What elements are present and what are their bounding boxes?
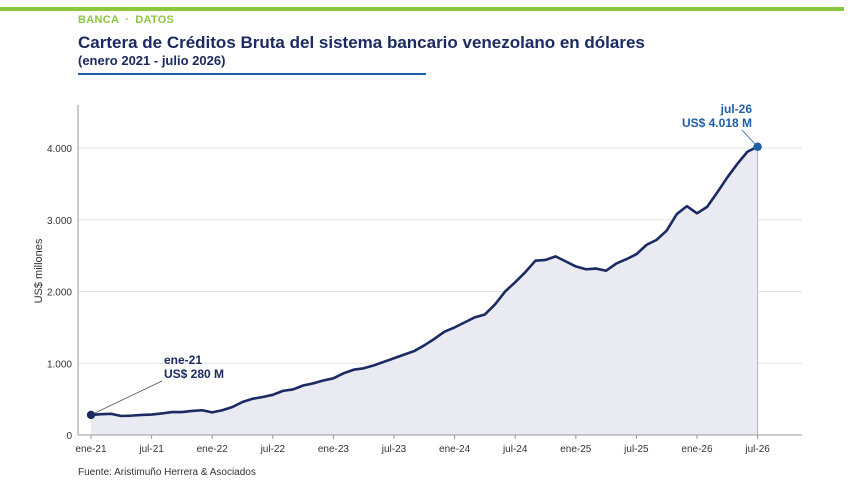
kicker-datos: DATOS bbox=[135, 14, 175, 26]
top-accent-rule bbox=[0, 7, 844, 11]
x-tick-label: jul-23 bbox=[381, 444, 407, 455]
end-point-marker bbox=[753, 142, 762, 151]
x-tick-labels: ene-21 jul-21 ene-22 jul-22 ene-23 jul-23 ene-… bbox=[75, 444, 770, 455]
y-axis-label: US$ millones bbox=[33, 238, 45, 303]
x-tick-label: ene-21 bbox=[75, 444, 107, 455]
kicker-separator: · bbox=[125, 14, 130, 26]
y-tick-label: 2.000 bbox=[47, 288, 72, 299]
x-tick-label: ene-26 bbox=[681, 444, 713, 455]
y-tick-labels: 0 1.000 2.000 3.000 4.000 bbox=[47, 144, 72, 442]
y-tick-label: 1.000 bbox=[47, 359, 72, 370]
x-tick-label: ene-25 bbox=[560, 444, 592, 455]
kicker-banca: BANCA bbox=[78, 14, 120, 26]
x-tick-label: jul-24 bbox=[502, 444, 528, 455]
series-line bbox=[90, 145, 759, 418]
end-annotation-date: jul-26 bbox=[720, 102, 753, 116]
axes bbox=[77, 105, 802, 439]
x-tick-label: ene-24 bbox=[439, 444, 471, 455]
y-tick-label: 0 bbox=[66, 431, 72, 442]
chart-title: Cartera de Créditos Bruta del sistema ba… bbox=[78, 33, 645, 52]
x-tick-label: ene-23 bbox=[318, 444, 350, 455]
section-kicker: BANCA · DATOS bbox=[78, 14, 174, 26]
chart-subtitle: (enero 2021 - julio 2026) bbox=[78, 53, 226, 68]
start-annotation-date: ene-21 bbox=[164, 353, 202, 367]
start-leader-line bbox=[90, 380, 163, 416]
y-tick-label: 4.000 bbox=[47, 144, 72, 155]
start-annotation-value: US$ 280 M bbox=[164, 367, 224, 381]
source-note: Fuente: Aristimuño Herrera & Asociados bbox=[78, 467, 256, 478]
x-tick-label: jul-21 bbox=[138, 444, 164, 455]
x-tick-label: jul-22 bbox=[260, 444, 286, 455]
x-tick-label: ene-22 bbox=[197, 444, 229, 455]
end-annotation-value: US$ 4.018 M bbox=[682, 116, 752, 130]
x-tick-label: jul-25 bbox=[623, 444, 649, 455]
area-fill bbox=[91, 146, 758, 435]
title-underline bbox=[78, 73, 426, 75]
x-tick-label: jul-26 bbox=[744, 444, 770, 455]
start-point-marker bbox=[86, 410, 96, 420]
y-tick-label: 3.000 bbox=[47, 216, 72, 227]
